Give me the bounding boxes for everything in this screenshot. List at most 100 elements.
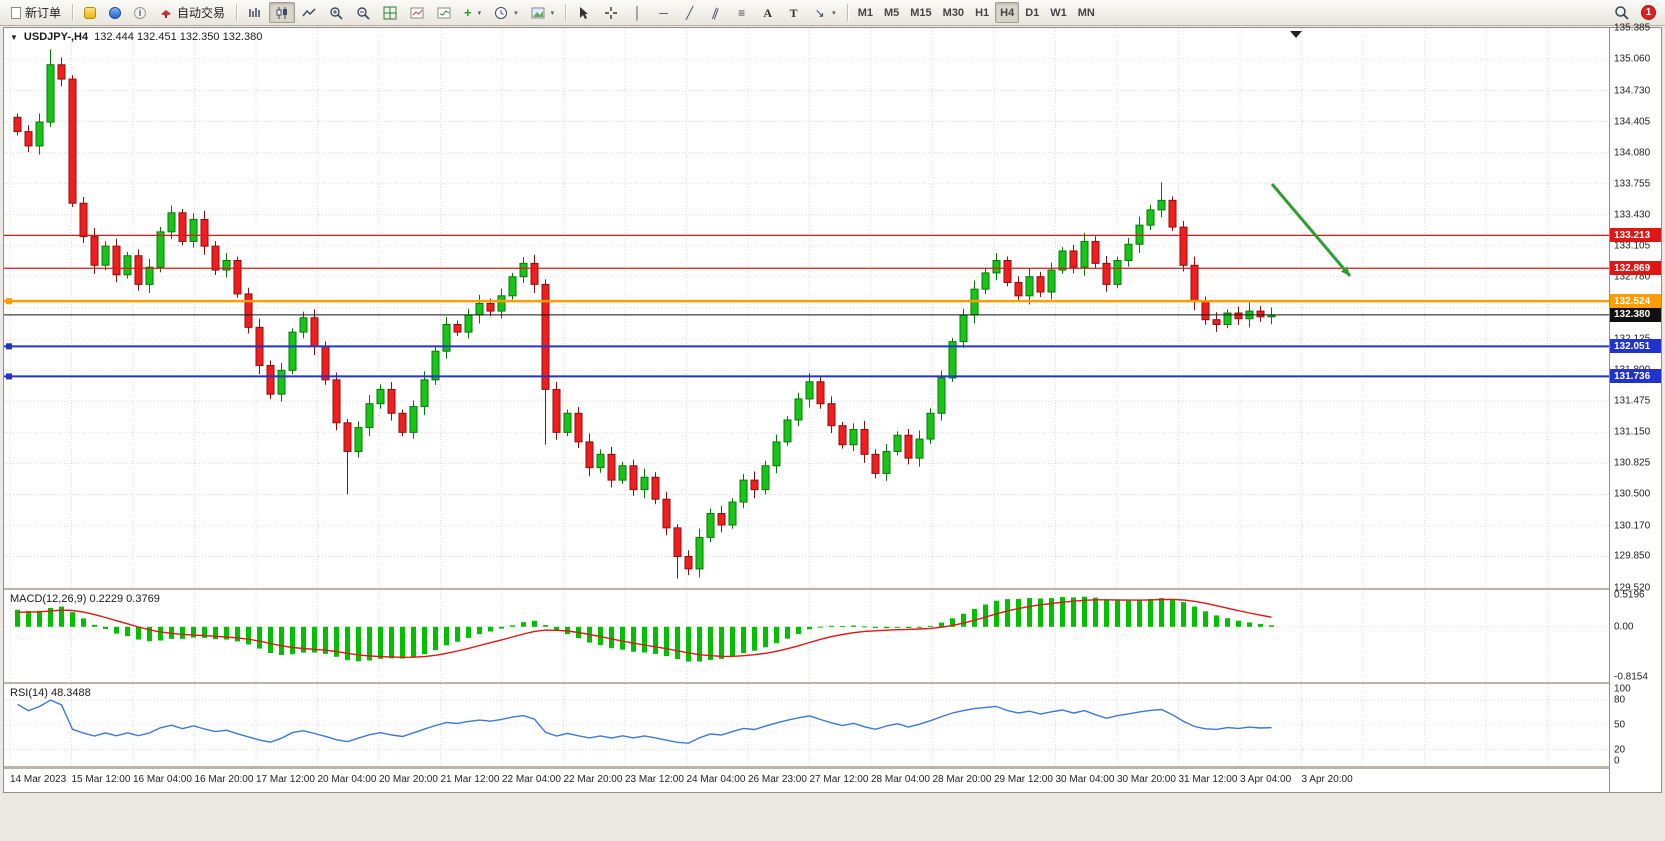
time-label: 23 Mar 12:00 xyxy=(625,774,684,785)
chart-shift-button[interactable] xyxy=(404,2,430,23)
community-button[interactable]: i xyxy=(128,2,152,23)
chart-shift-icon xyxy=(410,7,424,18)
trendline-icon: ╱ xyxy=(686,5,694,20)
time-label: 22 Mar 04:00 xyxy=(502,774,561,785)
time-label: 29 Mar 12:00 xyxy=(994,774,1053,785)
tile-windows-icon xyxy=(383,6,397,19)
toolbar-separator xyxy=(236,4,238,21)
metaeditor-button[interactable] xyxy=(78,2,102,23)
timeframe-m30-button[interactable]: M30 xyxy=(938,2,969,23)
timeframe-m5-button[interactable]: M5 xyxy=(879,2,904,23)
chevron-down-icon: ▾ xyxy=(477,9,482,17)
rsi-line xyxy=(17,699,1272,744)
candlestick-chart-button[interactable] xyxy=(269,2,296,23)
rsi-tick: 0 xyxy=(1614,755,1620,767)
zoom-out-icon xyxy=(357,6,370,20)
time-axis[interactable]: 14 Mar 2023 15 Mar 12:00 16 Mar 04:00 16 Ma… xyxy=(4,768,1609,792)
zoom-in-button[interactable] xyxy=(323,2,349,23)
price-tick: 133.430 xyxy=(1614,209,1651,221)
timeframe-h1-button[interactable]: H1 xyxy=(970,2,994,23)
time-label: 16 Mar 04:00 xyxy=(133,774,192,785)
timeframe-m15-button[interactable]: M15 xyxy=(905,2,936,23)
main-chart-pane[interactable]: ▼ USDJPY-,H4 132.444 132.451 132.350 132… xyxy=(4,28,1609,588)
auto-scroll-button[interactable] xyxy=(431,2,457,23)
price-axis-rsi[interactable]: 100 80 50 20 0 xyxy=(1610,684,1661,767)
new-order-button[interactable]: 新订单 xyxy=(5,2,67,23)
market-depth-button[interactable] xyxy=(103,2,127,23)
price-tick: 130.825 xyxy=(1614,457,1651,469)
price-tick: 130.500 xyxy=(1614,488,1651,500)
tile-windows-button[interactable] xyxy=(377,2,403,23)
time-label: 30 Mar 04:00 xyxy=(1055,774,1115,785)
bar-chart-button[interactable] xyxy=(242,2,268,23)
time-label: 16 Mar 20:00 xyxy=(194,774,254,785)
chart-shift-marker[interactable] xyxy=(1290,31,1302,38)
timeframe-h4-button[interactable]: H4 xyxy=(995,2,1020,23)
macd-signal-line xyxy=(17,598,1272,659)
zoom-out-button[interactable] xyxy=(350,2,376,23)
search-icon xyxy=(1615,6,1629,20)
crosshair-icon xyxy=(605,6,618,19)
channel-tool-button[interactable]: ∥ xyxy=(703,2,728,23)
cursor-tool-button[interactable] xyxy=(571,2,597,23)
timeframe-mn-button[interactable]: MN xyxy=(1073,2,1100,23)
text-tool-button[interactable]: A xyxy=(755,2,780,23)
price-tick: 132.780 xyxy=(1614,271,1651,283)
indicators-dropdown-button[interactable]: + ▾ xyxy=(458,2,487,23)
price-axis[interactable]: 135.385 135.060 134.730 134.405 134.080 133.7… xyxy=(1609,23,1661,792)
one-click-trading-toggle[interactable]: ▼ xyxy=(10,32,18,42)
timeframe-w1-button[interactable]: W1 xyxy=(1045,2,1072,23)
main-grid xyxy=(4,28,1609,588)
main-toolbar: 新订单 i 自动交易 xyxy=(0,0,1665,26)
cursor-icon xyxy=(580,6,589,19)
fibonacci-icon: ≡ xyxy=(738,5,746,20)
info-icon: i xyxy=(134,6,147,19)
pane-splitter-rsi[interactable] xyxy=(4,682,1609,684)
equidistant-channel-icon: ∥ xyxy=(710,4,721,21)
templates-dropdown-button[interactable]: ▾ xyxy=(525,2,561,23)
time-label: 30 Mar 20:00 xyxy=(1117,774,1176,785)
time-label: 22 Mar 20:00 xyxy=(563,774,623,785)
price-tag-current-price: 132.380 xyxy=(1610,307,1661,322)
price-tick: 134.080 xyxy=(1614,147,1651,159)
trend-arrow-annotation[interactable] xyxy=(1270,183,1352,277)
arrows-dropdown-button[interactable]: ↘ ▾ xyxy=(807,2,842,23)
label-tool-button[interactable]: T xyxy=(781,2,806,23)
new-order-label: 新订单 xyxy=(25,6,62,20)
macd-pane[interactable]: MACD(12,26,9) 0.2229 0.3769 xyxy=(4,590,1609,682)
line-chart-icon xyxy=(302,7,316,16)
vertical-line-tool-button[interactable]: │ xyxy=(625,2,650,23)
candlestick-chart-icon xyxy=(276,6,288,19)
time-label: 24 Mar 04:00 xyxy=(686,774,746,785)
trendline-tool-button[interactable]: ╱ xyxy=(677,2,702,23)
search-button[interactable] xyxy=(1608,2,1635,23)
chart-ohlc-values: 132.444 132.451 132.350 132.380 xyxy=(94,31,263,43)
price-tag-support-upper: 132.051 xyxy=(1610,339,1661,354)
rsi-tick: 80 xyxy=(1614,694,1626,706)
chart-header: ▼ USDJPY-,H4 132.444 132.451 132.350 132… xyxy=(10,31,262,43)
price-tick: 135.385 xyxy=(1614,22,1651,34)
price-axis-macd[interactable]: 0.5196 0.00 -0.8154 xyxy=(1610,590,1661,683)
price-tick: 132.125 xyxy=(1614,334,1650,345)
crosshair-tool-button[interactable] xyxy=(598,2,624,23)
line-chart-button[interactable] xyxy=(296,2,322,23)
timeframe-d1-button[interactable]: D1 xyxy=(1020,2,1044,23)
horizontal-line-tool-button[interactable]: ─ xyxy=(651,2,676,23)
label-tool-icon: T xyxy=(789,5,798,20)
price-tick: 133.755 xyxy=(1614,178,1651,190)
periods-dropdown-button[interactable]: ▾ xyxy=(488,2,524,23)
fibonacci-tool-button[interactable]: ≡ xyxy=(729,2,754,23)
price-tick: 135.060 xyxy=(1614,53,1651,65)
timeframe-m1-button[interactable]: M1 xyxy=(853,2,878,23)
pane-splitter-time[interactable] xyxy=(4,766,1609,768)
pane-splitter-macd[interactable] xyxy=(4,588,1609,590)
rsi-pane[interactable]: RSI(14) 48.3488 xyxy=(4,684,1609,766)
main-chart-canvas[interactable] xyxy=(4,28,1609,588)
auto-trading-button[interactable]: 自动交易 xyxy=(153,2,231,23)
notification-badge[interactable]: 1 xyxy=(1641,5,1656,20)
price-axis-main[interactable]: 135.385 135.060 134.730 134.405 134.080 133.7… xyxy=(1610,23,1661,594)
macd-tick: 0.00 xyxy=(1614,621,1634,633)
price-tick: 131.150 xyxy=(1614,426,1651,438)
time-label: 20 Mar 20:00 xyxy=(379,774,438,785)
price-tick: 134.405 xyxy=(1614,116,1651,128)
